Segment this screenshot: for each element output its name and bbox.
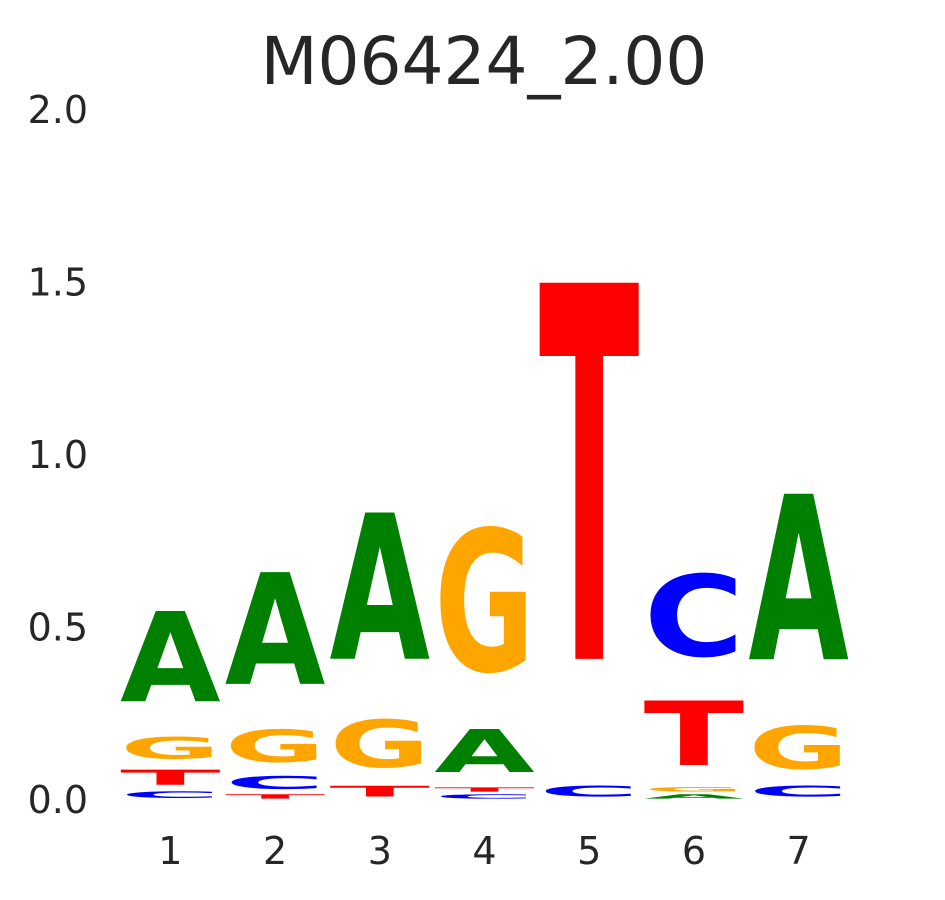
- letter-g-pos7: G: [748, 714, 848, 783]
- x-tick-label: 5: [577, 829, 601, 873]
- letter-a-pos1: A: [120, 586, 221, 730]
- letter-c-pos7: C: [748, 783, 849, 800]
- x-tick-label: 6: [682, 829, 706, 873]
- y-tick-label: 1.5: [28, 261, 88, 305]
- letter-c-pos5: C: [539, 783, 640, 800]
- y-tick-label: 0.5: [28, 606, 88, 650]
- letter-t-pos6: T: [644, 683, 745, 786]
- x-tick-label: 3: [368, 829, 392, 873]
- letter-g-pos3: G: [330, 708, 431, 783]
- letter-a-pos7: A: [748, 448, 849, 713]
- letter-t-pos4: T: [434, 786, 535, 793]
- y-tick-label: 1.0: [28, 433, 88, 477]
- letter-a-pos3: A: [330, 472, 431, 706]
- x-tick-label: 1: [158, 829, 182, 873]
- chart-title: M06424_2.00: [261, 23, 708, 100]
- letter-c-pos4: C: [434, 793, 535, 800]
- letter-c-pos2: C: [225, 773, 326, 794]
- y-tick-label: 2.0: [28, 88, 88, 132]
- letter-g-pos6: G: [644, 786, 744, 793]
- x-tick-label: 4: [472, 829, 496, 873]
- letter-t-pos1: T: [120, 765, 221, 789]
- letter-g-pos2: G: [225, 721, 326, 772]
- letter-g-pos4: G: [434, 491, 535, 717]
- letter-a-pos2: A: [225, 541, 326, 720]
- letter-a-pos6: A: [644, 793, 745, 800]
- x-tick-label: 7: [787, 829, 811, 873]
- position-5-stack: CT: [539, 182, 640, 800]
- letter-t-pos2: T: [225, 793, 326, 800]
- y-axis: 0.0 0.5 1.0 1.5 2.0: [28, 88, 88, 822]
- position-7-stack: CGA: [748, 448, 849, 800]
- x-axis: 1 2 3 4 5 6 7: [158, 829, 810, 873]
- letter-c-pos6: C: [644, 552, 745, 683]
- y-tick-label: 0.0: [28, 778, 88, 822]
- letter-c-pos1: C: [120, 790, 221, 800]
- letter-g-pos1: G: [120, 731, 220, 765]
- letter-t-pos5: T: [539, 182, 640, 782]
- letter-t-pos3: T: [330, 783, 431, 800]
- x-tick-label: 2: [263, 829, 287, 873]
- letter-a-pos4: A: [434, 717, 534, 786]
- position-3-stack: TGA: [330, 472, 431, 800]
